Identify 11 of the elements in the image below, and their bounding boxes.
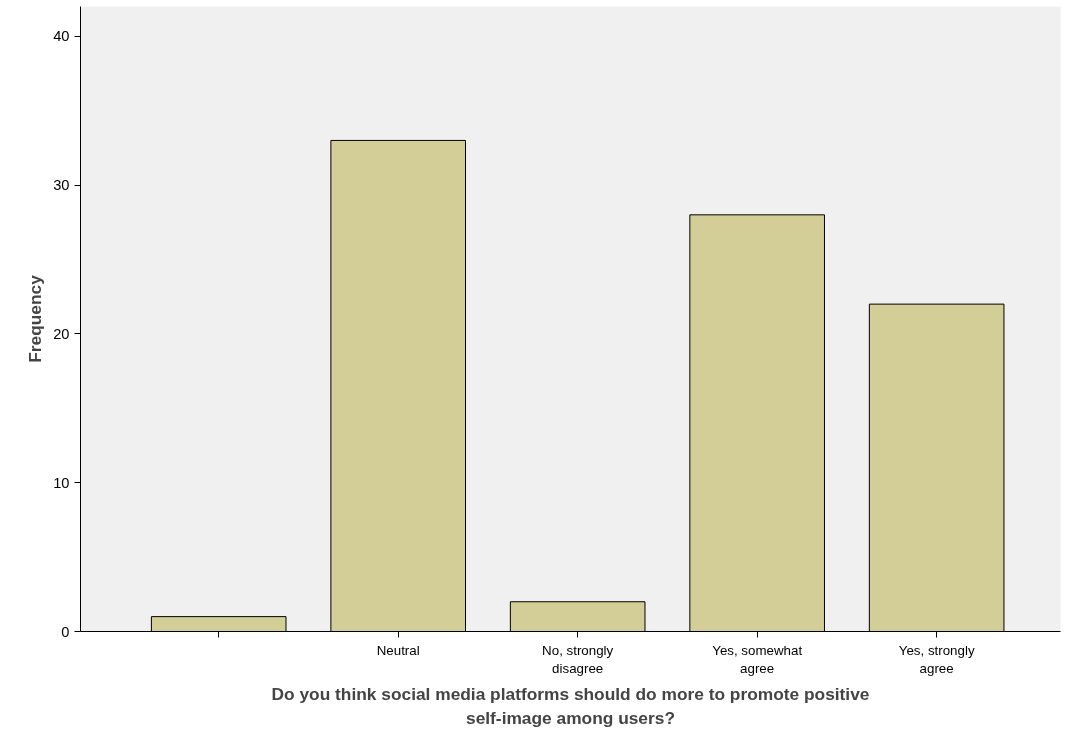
x-tick-label: Yes, strongly agree [898, 642, 975, 676]
y-tick-label: 10 [53, 474, 70, 491]
x-tick-label: Yes, somewhat agree [712, 642, 803, 676]
x-axis-title: Do you think social media platforms should do more to promote positive self-image among users? [271, 683, 870, 728]
x-tick-label: No, strongly disagree [542, 642, 614, 676]
y-tick-label: 40 [53, 28, 70, 45]
y-tick-label: 0 [61, 623, 70, 640]
y-tick-label: 20 [53, 325, 70, 342]
x-tick-label: Neutral [376, 642, 420, 658]
y-tick-label: 30 [53, 177, 70, 194]
y-axis-title: Frequency [25, 274, 46, 363]
